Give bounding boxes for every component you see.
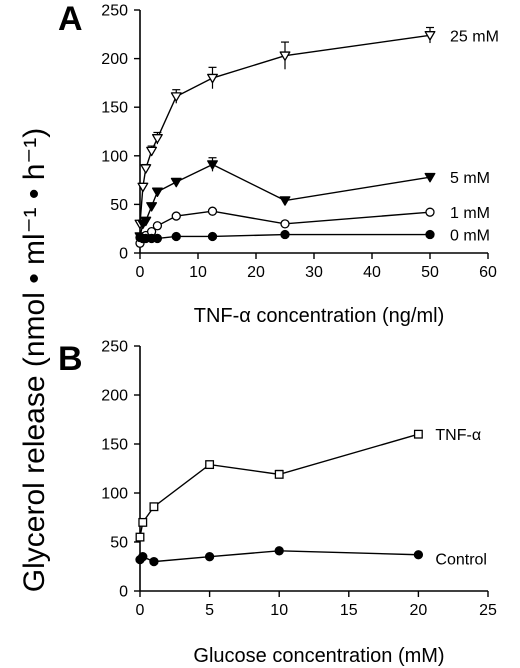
panel-a-series-25-mm-point [137,182,149,193]
panel-b-series-tnf-point [205,460,215,470]
panel-a-x-tick-label: 30 [305,264,323,281]
panel-b-series-control-point [149,556,159,567]
panel-b-y-tick-label: 200 [101,388,128,405]
panel-a-series-5-mm-point [207,160,218,170]
panel-b-x-axis-title: Glucose concentration (mM) [193,645,444,667]
panel-a-series-1-mm-point [152,221,163,231]
panel-a-series-5-mm-point [279,196,291,206]
panel-a-series-0-mm-point [207,231,218,242]
panel-a-chart: A 0 50 100 150 200 250 0 10 20 30 40 50 60 TNF-α conce… [58,0,499,327]
panel-b-y-tick-label: 50 [110,535,128,552]
panel-b-y-tick-label: 100 [101,486,128,503]
panel-a-series-0-mm: 0 mM [135,228,490,245]
panel-b-x-tick-label: 0 [136,602,145,619]
panel-a-y-tick-label: 250 [101,3,128,20]
panel-b-series-tnf-point [138,517,148,527]
panel-a-series-1-mm-point [171,211,181,221]
panel-a-series-1-mm-point [425,207,435,217]
panel-a-series-5-mm-point [170,177,182,188]
panel-a-series-25-mm-point [170,92,182,102]
panel-a-series-25-mm-point [151,134,163,144]
panel-b-series-tnf-point [135,532,145,542]
panel-a-x-tick-label: 10 [189,264,207,281]
panel-a-series-25-mm-point [140,164,152,174]
panel-b-y-tick-label: 250 [101,339,128,356]
panel-a-series-1-mm-label: 1 mM [450,205,490,222]
panel-a-series-1-mm: 1 mM [135,205,490,248]
panel-a-series-5-mm-point [424,172,436,183]
panel-b-series-control: Control [135,546,487,569]
panel-b-series-tnf-point [149,502,159,512]
panel-b-x-tick-label: 10 [270,602,288,619]
panel-b-x-tick-label: 25 [479,602,497,619]
panel-a-x-axis-title: TNF-α concentration (ng/ml) [194,305,445,327]
panel-a-series-5-mm-label: 5 mM [450,170,490,187]
panel-a-series-0-mm-point [425,229,435,240]
panel-a-series-25-mm-point [146,146,158,157]
panel-a-series-0-mm-point [280,229,290,240]
panel-b-letter: B [58,340,83,378]
panel-a-series-0-mm-label: 0 mM [450,228,490,245]
panel-b-x-tick-label: 15 [340,602,358,619]
panel-b-series-tnf-label: TNF-α [435,427,481,444]
panel-b-series-tnf: TNF-α [135,427,481,542]
panel-a-series-5-mm-point [146,202,158,212]
panel-a-x-tick-label: 0 [136,264,145,281]
panel-a-series-1-mm-point [280,219,290,229]
panel-b-y-tick-label: 150 [101,437,128,454]
panel-a-series-1-mm-point [207,206,218,216]
panel-a-series-25-mm-point [207,73,218,84]
panel-a-x-tick-label: 40 [363,264,381,281]
panel-b-series-control-label: Control [435,552,487,569]
panel-a-y-tick-label: 150 [101,100,128,117]
panel-a-series-25-mm: 25 mM [134,26,499,230]
panel-a-series-5-mm-point [140,216,152,227]
panel-b-series-control-point [413,550,424,560]
panel-a-series-5-mm: 5 mM [134,157,490,242]
panel-a-y-tick-label: 50 [110,197,128,214]
shared-y-axis-title: Glycerol release (nmol • ml⁻¹ • h⁻¹) [18,128,51,592]
panel-a-series-5-mm-point [151,187,163,198]
panel-a-y-tick-label: 200 [101,51,128,68]
panel-a-series-25-mm-point [424,31,436,41]
panel-a-letter: A [58,0,83,38]
panel-b-chart: B 0 50 100 150 200 250 0 5 10 15 20 25 Glucose concen… [58,339,497,668]
panel-a-x-tick-label: 20 [247,264,265,281]
panel-b-x-tick-label: 20 [410,602,428,619]
panel-a-x-tick-label: 60 [479,264,497,281]
panel-a-y-tick-label: 0 [119,246,128,263]
panel-b-y-tick-label: 0 [119,584,128,601]
panel-a-y-tick-label: 100 [101,148,128,165]
panel-a-series-0-mm-point [171,231,181,242]
panel-b-series-tnf-point [413,429,423,439]
panel-a-series-25-mm-label: 25 mM [450,28,499,45]
panel-a-x-tick-label: 50 [421,264,439,281]
panel-b-series-control-point [204,552,215,562]
panel-b-series-tnf-point [274,469,284,479]
panel-a-series-25-mm-point [279,51,291,61]
panel-b-series-control-point [138,552,148,562]
panel-b-x-tick-label: 5 [205,602,214,619]
panel-b-series-control-point [274,546,284,556]
panel-a-series-0-mm-point [152,233,163,244]
panel-b-series-tnf-line [139,433,419,538]
